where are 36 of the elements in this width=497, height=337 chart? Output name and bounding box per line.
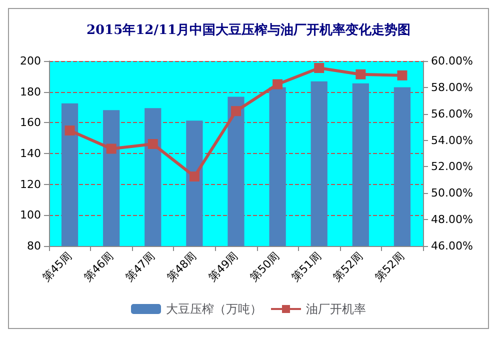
point (397, 70, 408, 80)
x-tick-label: 第50周 (248, 249, 282, 284)
x-tick-label: 第47周 (122, 249, 158, 284)
y-tick-label: 120 (20, 178, 41, 191)
legend-label: 油厂开机率 (306, 302, 366, 316)
legend-label: 大豆压榨（万吨） (166, 302, 262, 316)
x-tick-label: 第46周 (81, 249, 116, 284)
point (314, 63, 324, 74)
y2-tick-label: 58.00% (431, 80, 473, 94)
x-tick-label: 第52周 (330, 249, 366, 284)
y2-tick-label: 46.00% (431, 240, 473, 252)
x-tick-label: 第51周 (289, 249, 324, 284)
point (231, 106, 241, 116)
x-tick-label: 第49周 (206, 249, 241, 284)
y2-tick-label: 60.00% (431, 54, 473, 68)
y2-tick-label: 48.00% (431, 213, 473, 226)
y-tick-label: 160 (20, 116, 41, 130)
point (272, 79, 283, 90)
y2-tick-label: 52.00% (431, 160, 473, 174)
y-tick-label: 200 (20, 54, 41, 68)
x-tick-label: 第45周 (40, 249, 74, 284)
x-tick-label: 第52周 (372, 249, 407, 284)
point (64, 126, 75, 136)
y2-tick-label: 50.00% (431, 186, 473, 200)
chart-title: 2015年12/11月中国大豆压榨与油厂开机率变化走势图 (86, 22, 411, 38)
x-tick-label: 第48周 (164, 249, 200, 284)
y-tick-label: 80 (27, 240, 41, 252)
y-tick-label: 100 (20, 208, 41, 222)
y-tick-label: 180 (20, 85, 41, 98)
y2-tick-label: 54.00% (431, 134, 473, 147)
y-tick-label: 140 (20, 147, 41, 160)
y2-tick-label: 56.00% (431, 107, 473, 120)
point (106, 144, 116, 154)
point (148, 138, 158, 149)
point (189, 171, 200, 182)
point (356, 69, 366, 80)
